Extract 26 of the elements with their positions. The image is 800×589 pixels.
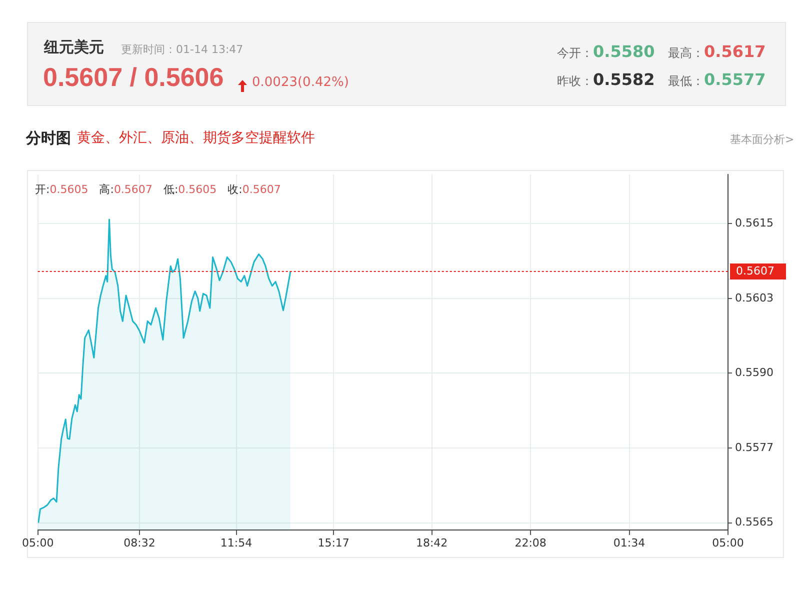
x-tick-label: 22:08 bbox=[514, 536, 546, 550]
x-tick-label: 08:32 bbox=[124, 536, 156, 550]
text: 最高：0.5617 bbox=[668, 42, 766, 61]
y-tick-label: 0.5590 bbox=[735, 366, 774, 380]
x-tick-label: 05:00 bbox=[22, 536, 54, 550]
text: 0.5607 / 0.5606 bbox=[43, 62, 224, 93]
chart-title: 纽元美元 bbox=[44, 38, 104, 57]
text: 黄金、外汇、原油、期货多空提醒软件 bbox=[77, 129, 315, 147]
text: 0.0023(0.42%) bbox=[252, 75, 349, 90]
y-tick-label: 0.5565 bbox=[735, 516, 774, 529]
x-tick-label: 05:00 bbox=[712, 536, 744, 550]
x-tick-label: 11:54 bbox=[220, 536, 252, 550]
text: 昨收：0.5582 bbox=[557, 70, 655, 89]
y-tick-label: 0.5577 bbox=[735, 440, 774, 454]
annotation: 开:0.5605 高:0.5607 低:0.5605 收:0.5607 bbox=[35, 183, 281, 196]
x-tick-label: 18:42 bbox=[416, 536, 448, 550]
y-tick-label: 0.5615 bbox=[735, 216, 774, 230]
x-tick-label: 01:34 bbox=[613, 536, 646, 550]
ref-line-label: 0.5607 bbox=[736, 264, 774, 278]
text: 今开：0.5580 bbox=[557, 42, 655, 61]
x-tick-label: 15:17 bbox=[318, 536, 350, 550]
text: 最低：0.5577 bbox=[668, 70, 766, 89]
y-tick-label: 0.5603 bbox=[735, 291, 774, 304]
chart-subtitle: 分时图 bbox=[26, 129, 71, 148]
text: 基本面分析> bbox=[730, 132, 794, 147]
text: 更新时间：01-14 13:47 bbox=[121, 42, 244, 57]
